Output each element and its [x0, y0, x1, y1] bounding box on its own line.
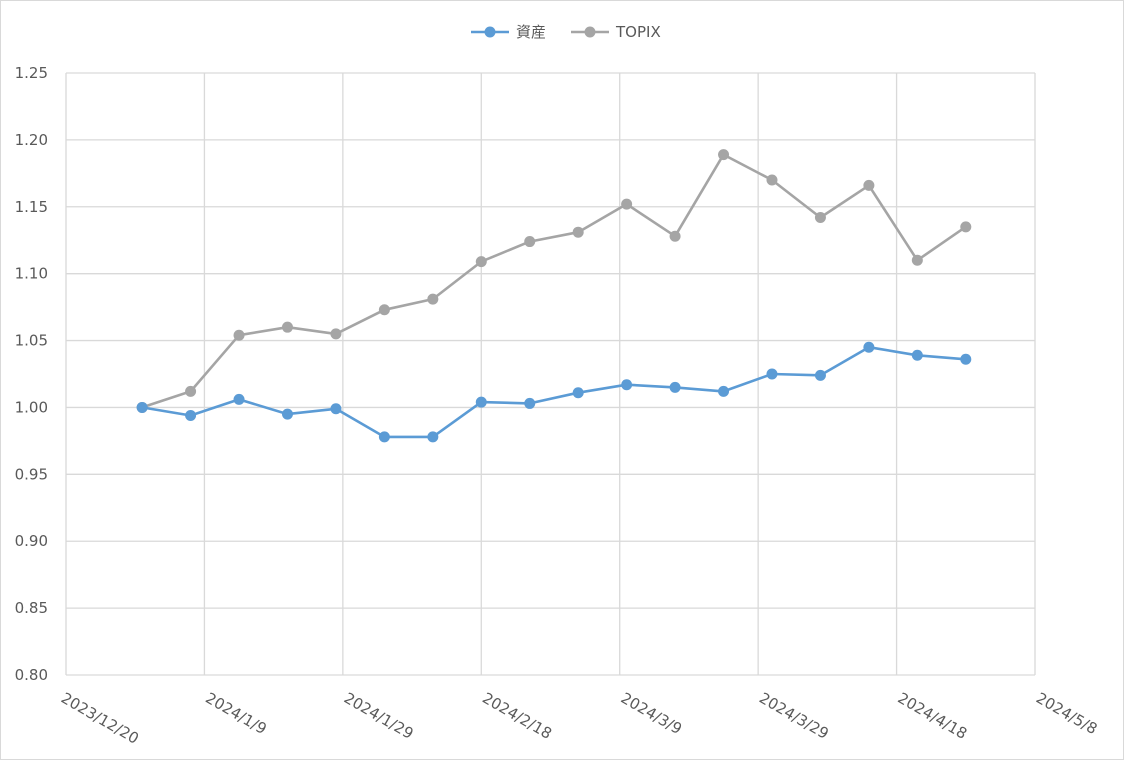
data-point-asset — [766, 368, 778, 380]
legend-item-asset: 資産 — [471, 23, 546, 41]
data-point-topix — [814, 211, 826, 223]
data-point-topix — [427, 293, 439, 305]
y-tick-label: 1.20 — [15, 131, 48, 149]
data-point-asset — [475, 396, 487, 408]
data-point-asset — [185, 409, 197, 421]
legend-label: 資産 — [516, 23, 546, 41]
data-point-topix — [378, 304, 390, 316]
data-point-asset — [621, 379, 633, 391]
y-tick-label: 1.00 — [15, 398, 48, 416]
y-tick-label: 1.25 — [15, 64, 48, 82]
data-point-asset — [378, 431, 390, 443]
data-point-asset — [524, 397, 536, 409]
x-tick-label: 2024/1/9 — [202, 689, 269, 738]
x-tick-label: 2024/3/9 — [618, 689, 685, 738]
data-point-asset — [572, 387, 584, 399]
data-point-asset — [281, 408, 293, 420]
data-point-asset — [911, 349, 923, 361]
data-point-topix — [572, 226, 584, 238]
y-tick-label: 1.15 — [15, 198, 48, 216]
x-tick-label: 2024/5/8 — [1033, 689, 1100, 738]
data-point-topix — [863, 179, 875, 191]
data-point-topix — [475, 256, 487, 268]
data-point-asset — [960, 353, 972, 365]
data-point-asset — [814, 369, 826, 381]
x-tick-label: 2024/3/29 — [756, 689, 832, 743]
data-point-asset — [718, 385, 730, 397]
y-tick-label: 1.05 — [15, 332, 48, 350]
data-point-topix — [185, 385, 197, 397]
data-point-asset — [330, 403, 342, 415]
data-point-topix — [960, 221, 972, 233]
data-point-asset — [136, 401, 148, 413]
x-tick-label: 2024/2/18 — [479, 689, 555, 743]
data-point-topix — [524, 236, 536, 248]
data-point-topix — [330, 328, 342, 340]
y-tick-label: 0.85 — [15, 599, 48, 617]
data-point-topix — [718, 149, 730, 161]
legend-swatch-marker — [584, 26, 596, 38]
x-tick-label: 2024/4/18 — [895, 689, 971, 743]
y-tick-label: 1.10 — [15, 265, 48, 283]
series-line-asset — [141, 345, 966, 439]
data-point-asset — [669, 381, 681, 393]
legend-item-topix: TOPIX — [571, 23, 661, 41]
data-point-topix — [669, 230, 681, 242]
data-point-asset — [233, 393, 245, 405]
y-tick-label: 0.95 — [15, 465, 48, 483]
legend-swatch-marker — [484, 26, 496, 38]
data-point-topix — [766, 174, 778, 186]
data-point-topix — [281, 321, 293, 333]
data-point-asset — [863, 341, 875, 353]
data-point-topix — [911, 254, 923, 266]
y-tick-label: 0.80 — [15, 666, 48, 684]
legend-label: TOPIX — [615, 23, 661, 41]
grid-lines — [65, 72, 1036, 676]
y-tick-label: 0.90 — [15, 532, 48, 550]
data-point-topix — [621, 198, 633, 210]
series-line-topix — [141, 153, 967, 409]
data-point-topix — [233, 329, 245, 341]
data-point-asset — [427, 431, 439, 443]
x-tick-label: 2024/1/29 — [341, 689, 417, 743]
x-tick-label: 2023/12/20 — [58, 689, 142, 748]
